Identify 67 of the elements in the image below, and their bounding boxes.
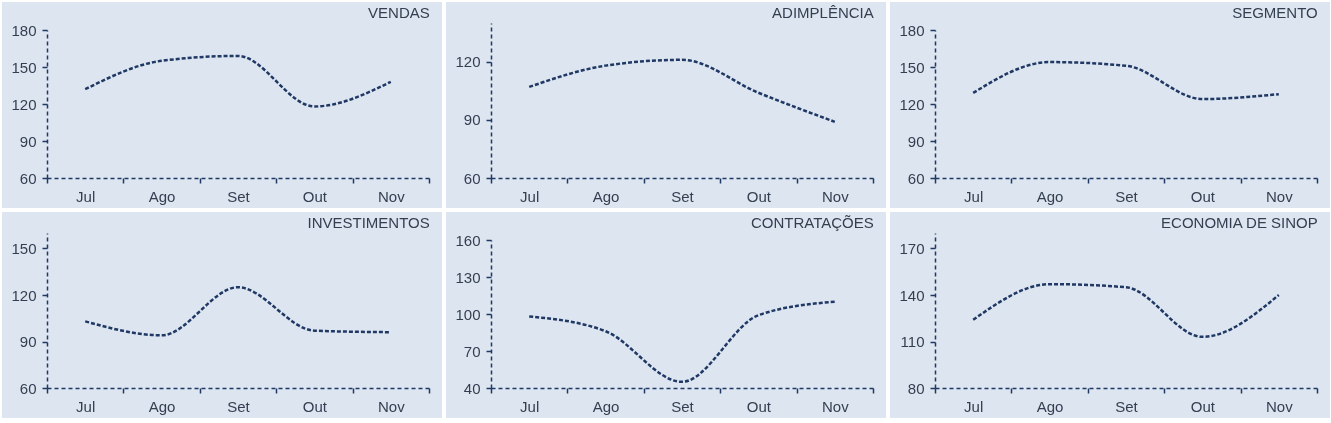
y-tick-label: 90 — [463, 111, 481, 129]
y-tick-label: 120 — [455, 53, 481, 71]
y-tick-label: 120 — [899, 95, 925, 113]
chart-title: SEGMENTO — [1232, 4, 1318, 21]
y-tick-label: 120 — [11, 95, 37, 113]
y-tick-label: 70 — [463, 342, 481, 360]
y-tick-label: 90 — [19, 132, 37, 150]
line-series — [83, 54, 393, 108]
x-tick-label: Ago — [1036, 397, 1064, 415]
y-tick-label: 90 — [907, 132, 925, 150]
x-tick-label: Jul — [520, 397, 540, 415]
y-tick-label: 150 — [899, 58, 925, 76]
y-tick-label: 170 — [899, 240, 925, 257]
x-tick-label: Out — [302, 187, 328, 205]
y-tick-label: 100 — [455, 305, 481, 323]
chart-title: VENDAS — [368, 4, 430, 21]
x-tick-label: Nov — [821, 187, 850, 205]
y-tick-label: 60 — [19, 379, 37, 397]
x-tick-label: Ago — [592, 397, 620, 415]
x-tick-label: Ago — [1036, 187, 1064, 205]
y-tick-label: 90 — [19, 333, 37, 350]
x-tick-label: Set — [1115, 397, 1139, 415]
y-tick-label: 60 — [907, 169, 925, 187]
x-tick-label: Ago — [592, 187, 620, 205]
x-tick-label: Ago — [148, 397, 176, 415]
x-tick-label: Set — [227, 187, 251, 205]
y-tick-label: 150 — [11, 240, 37, 257]
x-tick-label: Set — [1115, 187, 1139, 205]
x-tick-label: Out — [746, 187, 772, 205]
x-tick-label: Out — [746, 397, 772, 415]
x-tick-label: Set — [671, 397, 695, 415]
x-tick-label: Set — [671, 187, 695, 205]
x-tick-label: Ago — [148, 187, 176, 205]
x-tick-label: Jul — [520, 187, 540, 205]
y-tick-label: 110 — [900, 333, 925, 350]
x-tick-label: Jul — [964, 397, 984, 415]
x-tick-label: Out — [1190, 397, 1216, 415]
y-tick-label: 80 — [907, 379, 925, 397]
x-tick-label: Set — [227, 397, 251, 415]
y-tick-label: 140 — [899, 286, 925, 304]
line-series — [971, 282, 1281, 339]
y-tick-label: 160 — [455, 231, 481, 249]
x-tick-label: Jul — [76, 397, 96, 415]
y-tick-label: 40 — [463, 379, 481, 397]
x-tick-label: Nov — [821, 397, 850, 415]
x-tick-label: Out — [302, 397, 328, 415]
y-tick-label: 60 — [463, 169, 481, 187]
x-tick-label: Nov — [377, 397, 406, 415]
y-tick-label: 180 — [11, 21, 37, 39]
chart-title: INVESTIMENTOS — [307, 214, 430, 231]
x-tick-label: Jul — [964, 187, 984, 205]
x-tick-label: Jul — [76, 187, 96, 205]
y-tick-label: 60 — [19, 169, 37, 187]
x-tick-label: Nov — [1265, 187, 1294, 205]
x-tick-label: Out — [1190, 187, 1216, 205]
y-tick-label: 150 — [11, 58, 37, 76]
x-tick-label: Nov — [1265, 397, 1294, 415]
x-tick-label: Nov — [377, 187, 406, 205]
chart-title: ECONOMIA DE SINOP — [1161, 214, 1318, 231]
chart-title: CONTRATAÇÕES — [750, 214, 874, 231]
y-tick-label: 130 — [455, 268, 481, 286]
line-series — [527, 300, 837, 384]
y-tick-label: 120 — [11, 286, 37, 304]
chart-title: ADIMPLÊNCIA — [772, 4, 874, 21]
line-series — [527, 58, 837, 124]
line-series — [971, 60, 1281, 101]
y-tick-label: 180 — [899, 21, 925, 39]
